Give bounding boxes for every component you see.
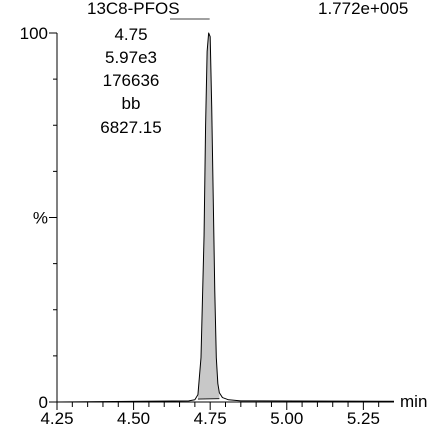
text-layer: 13C8-PFOS 1.772e+005 4.75 5.97e3 176636 … [87, 0, 427, 411]
y-tick-label: % [33, 209, 48, 228]
compound-label: 13C8-PFOS [87, 0, 180, 18]
x-tick-label: 5.00 [270, 409, 303, 428]
x-tick-label: 5.25 [347, 409, 380, 428]
peak-layer [56, 32, 395, 403]
y-tick-label: 100 [20, 24, 48, 43]
intensity-label: 1.772e+005 [318, 0, 408, 18]
x-axis-unit-label: min [400, 392, 427, 411]
peak-label-height: 5.97e3 [105, 48, 157, 67]
peak-label-retention-time: 4.75 [114, 25, 147, 44]
x-tick-label: 4.75 [194, 409, 227, 428]
peak-label-integration-type: bb [122, 94, 141, 113]
y-tick-label: 0 [39, 393, 48, 412]
x-tick-label: 4.50 [117, 409, 150, 428]
x-tick-label: 4.25 [40, 409, 73, 428]
peak-label-area: 176636 [103, 71, 160, 90]
chromatogram-trace [56, 32, 395, 403]
ticks-layer: 4.25 4.50 4.75 5.00 5.25 0% 100 [20, 18, 380, 428]
peak-area-fill [197, 33, 220, 400]
peak-label-signal-noise: 6827.15 [100, 118, 161, 137]
